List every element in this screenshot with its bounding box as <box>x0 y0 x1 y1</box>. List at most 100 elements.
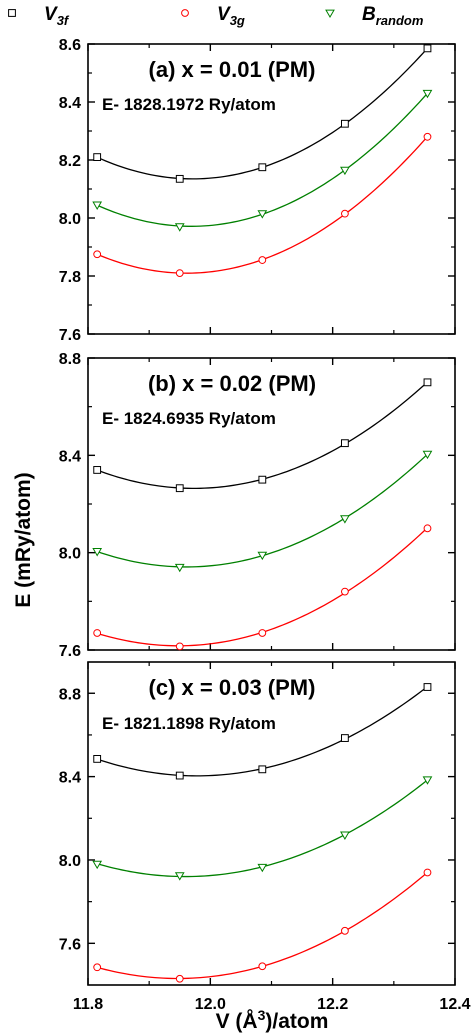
data-point <box>257 551 268 561</box>
legend-label-subscript: 3g <box>230 13 245 28</box>
data-point <box>93 250 102 259</box>
x-axis-label: V (Å3)/atom <box>216 1007 329 1033</box>
legend-label: V3g <box>217 4 245 28</box>
data-point <box>93 153 102 161</box>
data-point <box>340 166 350 176</box>
legend-marker-square <box>8 9 16 17</box>
data-point <box>341 926 349 935</box>
y-tick-label: 8.8 <box>59 686 81 703</box>
x-label-part: )/atom <box>265 1010 328 1033</box>
series-v3g <box>93 524 432 651</box>
series-v3f <box>93 683 432 780</box>
y-tick-label: 8.4 <box>59 95 81 112</box>
legend-item-brandom: Brandom <box>325 4 424 28</box>
x-tick-label: 12.4 <box>439 996 470 1013</box>
y-tick-label: 8.2 <box>59 153 81 170</box>
panel-energy-offset-note: E- 1824.6935 Ry/atom <box>102 409 276 428</box>
panel-frame <box>87 661 456 986</box>
series-v3g <box>93 132 432 278</box>
data-point <box>341 439 349 448</box>
y-tick-label: 7.8 <box>59 269 81 286</box>
data-point <box>258 629 267 637</box>
data-point <box>258 765 267 774</box>
legend-label-base: B <box>362 4 376 25</box>
panel-c: 7.6 8.0 8.4 8.8 (c) x = 0.03 (PM) E- 1821.189… <box>59 661 456 986</box>
data-point <box>175 484 184 493</box>
fit-curve <box>96 136 428 274</box>
y-tick-label: 8.6 <box>59 37 81 54</box>
fit-curve <box>96 381 428 490</box>
data-point <box>258 256 267 264</box>
panel-energy-offset-note: E- 1828.1972 Ry/atom <box>102 95 276 114</box>
data-point <box>423 132 432 141</box>
data-point <box>174 223 185 232</box>
panel-frame <box>87 357 456 651</box>
data-point <box>92 548 103 557</box>
data-point <box>340 831 350 840</box>
y-tick-label: 8.8 <box>59 351 81 368</box>
data-point <box>93 963 102 972</box>
data-point <box>422 89 433 99</box>
x-tick-label: 12.2 <box>317 996 348 1013</box>
panel-frame <box>87 43 456 335</box>
data-point <box>258 962 267 971</box>
data-point <box>341 587 349 596</box>
data-point <box>423 683 432 691</box>
data-point <box>174 563 185 573</box>
y-tick-label: 8.4 <box>59 770 81 787</box>
data-point <box>341 119 349 128</box>
y-tick-label: 7.6 <box>59 327 81 344</box>
data-point <box>175 974 184 983</box>
series-brandom <box>92 776 433 881</box>
series-v3f <box>93 44 432 183</box>
y-tick-label: 7.6 <box>59 643 81 660</box>
data-point <box>257 863 268 873</box>
data-point <box>423 378 432 387</box>
panel-b: 7.6 8.0 8.4 8.8 (b) x = 0.02 (PM) E- 1824.693… <box>59 351 456 660</box>
legend-marker-triangle-down <box>325 9 335 18</box>
data-point <box>175 642 184 651</box>
x-tick-label: 11.8 <box>73 996 103 1013</box>
panel-title: (b) x = 0.02 (PM) <box>148 371 316 396</box>
data-point <box>175 174 184 183</box>
data-point <box>423 44 432 53</box>
data-point <box>422 450 433 460</box>
data-point <box>93 755 102 763</box>
x-tick-label: 12.0 <box>195 996 226 1013</box>
legend-label-subscript: random <box>376 13 424 28</box>
series-v3g <box>93 868 432 983</box>
data-point <box>258 163 267 172</box>
data-point <box>422 776 433 785</box>
data-point <box>423 524 432 533</box>
y-tick-label: 8.4 <box>59 448 81 465</box>
x-tick-labels: 11.8 12.0 12.2 12.4 <box>73 996 471 1013</box>
series-brandom <box>92 89 433 232</box>
data-point <box>175 269 184 278</box>
y-tick-label: 8.0 <box>59 211 81 228</box>
fit-curve <box>96 453 428 568</box>
legend-marker-circle <box>181 9 189 17</box>
series-v3f <box>93 378 432 493</box>
x-label-superscript: 3 <box>258 1007 266 1023</box>
data-point <box>92 860 103 870</box>
data-point <box>175 771 184 780</box>
legend-label-subscript: 3f <box>57 13 70 28</box>
panel-a: 7.6 7.8 8.0 8.2 8.4 8.6 (a) x = 0.01 (PM) E- 18… <box>59 37 456 344</box>
data-point <box>93 629 102 637</box>
panel-title: (c) x = 0.03 (PM) <box>149 675 316 700</box>
data-point <box>174 872 185 881</box>
legend-label-base: V <box>44 4 58 25</box>
legend-label: V3f <box>44 4 70 28</box>
fit-curve <box>96 527 428 647</box>
data-point <box>93 466 102 474</box>
panel-energy-offset-note: E- 1821.1898 Ry/atom <box>102 714 276 733</box>
data-point <box>92 201 103 210</box>
legend-item-v3g: V3g <box>181 4 245 28</box>
y-tick-label: 8.0 <box>59 546 81 563</box>
x-label-part: V (Å <box>216 1009 258 1033</box>
data-point <box>257 210 268 219</box>
legend: V3f V3g Brandom <box>8 4 424 28</box>
data-point <box>340 515 350 524</box>
legend-label: Brandom <box>362 4 424 28</box>
